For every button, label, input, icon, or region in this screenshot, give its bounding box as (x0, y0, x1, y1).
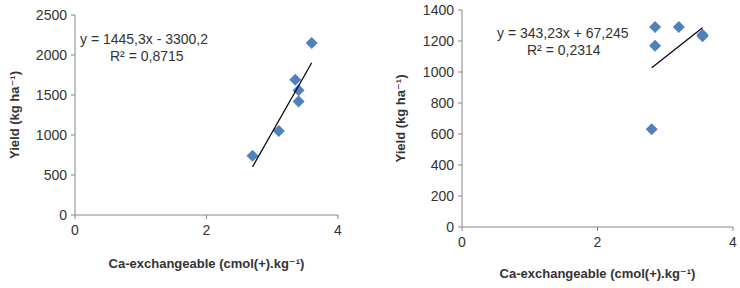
x-tick-label: 2 (594, 234, 602, 250)
y-axis-label: Yield (kg ha⁻¹) (7, 71, 22, 159)
x-tick (597, 227, 598, 231)
x-tick-label: 2 (203, 222, 211, 238)
y-axis (75, 15, 76, 215)
y-tick (458, 165, 462, 166)
point (649, 21, 661, 33)
y-tick (71, 215, 75, 216)
x-tick (206, 215, 207, 219)
y-tick (458, 134, 462, 135)
point (649, 40, 661, 52)
point (293, 95, 305, 107)
y-tick (458, 10, 462, 11)
y-tick-label: 1400 (423, 2, 454, 18)
chart: 0 500 1000 1500 2000 2500 0 2 4 Ca-exchangeable (… (7, 7, 343, 271)
y-tick-label: 800 (431, 95, 455, 111)
x-tick (338, 215, 339, 219)
x-tick-label: 0 (458, 234, 466, 250)
y-tick (71, 95, 75, 96)
x-tick (733, 227, 734, 231)
y-tick (458, 196, 462, 197)
figure: 05001000150020002500024Ca-exchangeable (… (0, 0, 740, 288)
y-tick-label: 1200 (423, 33, 454, 49)
y-axis (462, 10, 463, 227)
y-tick (458, 103, 462, 104)
y-tick (458, 41, 462, 42)
y-tick (71, 15, 75, 16)
chart: 0 200 400 600 800 1000 1200 1400 0 2 4 Ca-exchangea… (393, 2, 738, 281)
y-tick-label: 400 (431, 157, 455, 173)
x-axis-label: Ca-exchangeable (cmol(+).kg⁻¹) (500, 266, 696, 281)
y-tick-label: 500 (44, 167, 68, 183)
point (673, 21, 685, 33)
y-tick-label: 1000 (423, 64, 454, 80)
trend-line (652, 28, 703, 68)
y-tick-label: 0 (446, 219, 454, 235)
annotation: y = 343,23x + 67,245 (497, 25, 629, 41)
y-tick-label: 2000 (36, 47, 67, 63)
plot-area (646, 21, 709, 135)
y-tick-label: 0 (59, 207, 67, 223)
y-tick-label: 2500 (36, 7, 67, 23)
x-tick (462, 227, 463, 231)
x-tick (75, 215, 76, 219)
plot-area (247, 37, 318, 167)
y-tick (71, 55, 75, 56)
x-axis-label: Ca-exchangeable (cmol(+).kg⁻¹) (109, 256, 305, 271)
y-tick-label: 1500 (36, 87, 67, 103)
y-tick (71, 135, 75, 136)
y-axis-label: Yield (kg ha⁻¹) (393, 75, 408, 163)
annotation: R² = 0,8715 (110, 48, 184, 64)
annotation: R² = 0,2314 (527, 42, 601, 58)
point (646, 123, 658, 135)
point (306, 37, 318, 49)
y-tick (458, 227, 462, 228)
y-tick (71, 175, 75, 176)
x-tick-label: 4 (729, 234, 737, 250)
y-tick-label: 200 (431, 188, 455, 204)
x-tick-label: 0 (71, 222, 79, 238)
y-tick-label: 1000 (36, 127, 67, 143)
annotation: y = 1445,3x - 3300,2 (80, 31, 208, 47)
y-tick-label: 600 (431, 126, 455, 142)
x-tick-label: 4 (334, 222, 342, 238)
trend-line (253, 63, 312, 167)
y-tick (458, 72, 462, 73)
